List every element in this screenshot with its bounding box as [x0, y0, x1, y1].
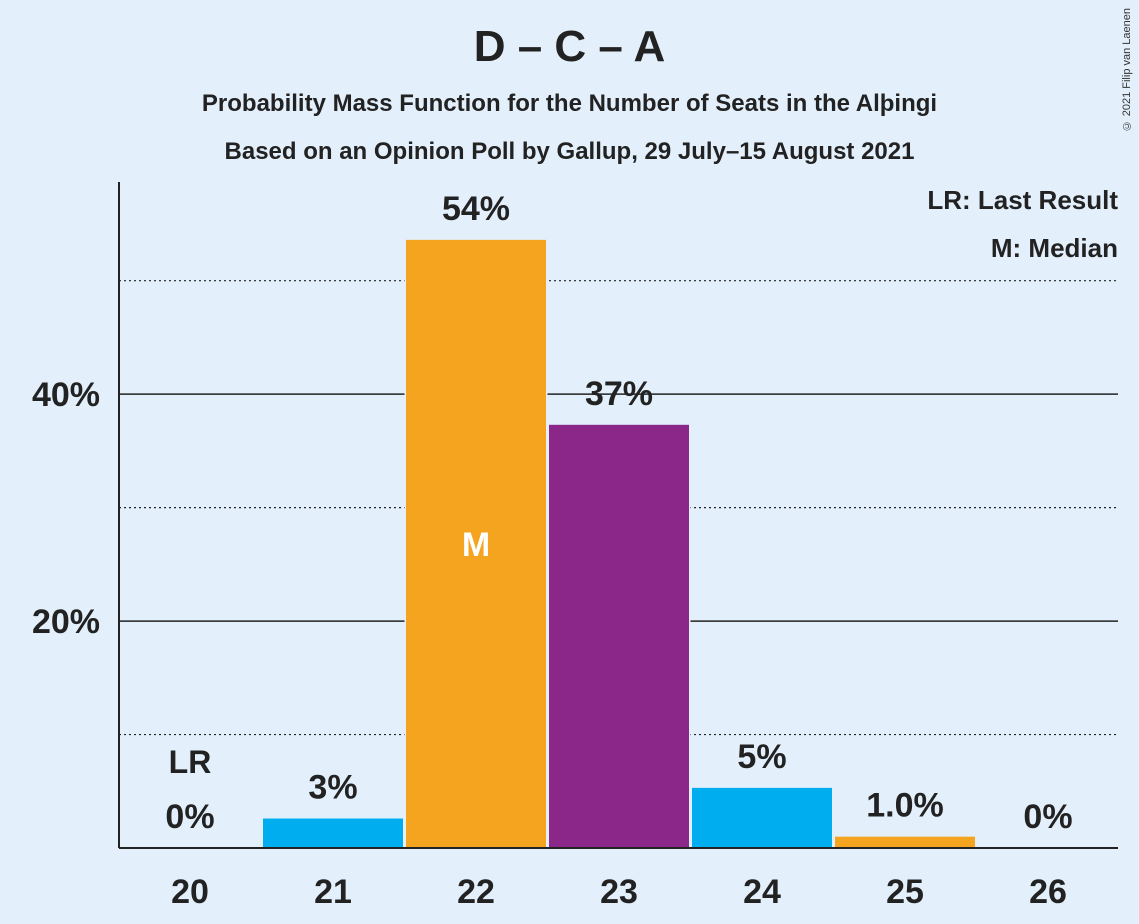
x-tick-label: 25: [886, 873, 924, 911]
bar-value-label: 3%: [308, 769, 357, 807]
bar-value-label: 5%: [737, 738, 786, 776]
chart-source: Based on an Opinion Poll by Gallup, 29 J…: [224, 138, 915, 165]
last-result-marker: LR: [169, 744, 212, 780]
bar: [549, 424, 689, 848]
bar-value-label: 37%: [585, 375, 653, 413]
x-tick-label: 23: [600, 873, 638, 911]
y-tick-label: 20%: [32, 603, 100, 641]
bar: [835, 836, 975, 848]
x-tick-label: 21: [314, 873, 352, 911]
bar: [263, 818, 403, 848]
bar-value-label: 0%: [1023, 798, 1072, 836]
x-tick-label: 24: [743, 873, 781, 911]
y-tick-label: 40%: [32, 376, 100, 414]
bar-value-label: 54%: [442, 190, 510, 228]
bar: [406, 239, 546, 848]
bar-value-label: 1.0%: [866, 787, 944, 825]
labels: 20% 40% 0% 20 LR 3% 21 54% 22 M 37% 23 5% 24 1.0% 25 0% 2…: [32, 190, 1073, 911]
legend-median: M: Median: [991, 233, 1118, 263]
x-tick-label: 20: [171, 873, 209, 911]
x-tick-label: 22: [457, 873, 495, 911]
bars: [261, 239, 977, 848]
legend-last-result: LR: Last Result: [927, 185, 1118, 215]
x-tick-label: 26: [1029, 873, 1067, 911]
bar: [692, 787, 832, 848]
chart-title: D – C – A: [473, 22, 666, 71]
bar-value-label: 0%: [165, 798, 214, 836]
chart-subtitle: Probability Mass Function for the Number…: [201, 90, 938, 117]
median-marker: M: [462, 526, 490, 564]
